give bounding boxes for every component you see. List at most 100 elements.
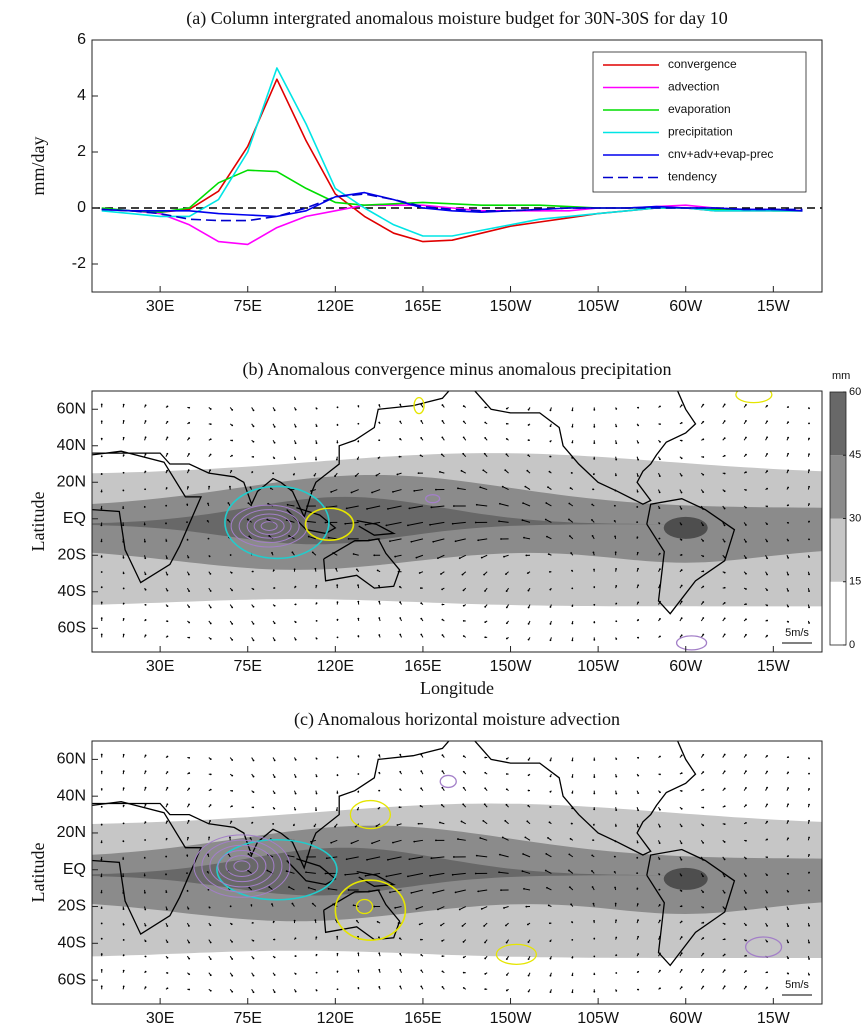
wind-head xyxy=(570,552,573,554)
wind-head xyxy=(745,618,747,621)
wind-head xyxy=(766,924,769,927)
wind-head xyxy=(187,469,190,472)
wind-head xyxy=(209,804,212,806)
wind-vector xyxy=(459,554,466,559)
wind-head xyxy=(122,540,125,543)
wind-head xyxy=(290,488,292,491)
wind-head xyxy=(144,634,147,637)
wind-head xyxy=(122,858,125,860)
wind-head xyxy=(637,584,640,587)
wind-vector xyxy=(525,836,531,841)
wind-head xyxy=(547,836,549,839)
wind-head xyxy=(808,924,810,927)
wind-head xyxy=(420,437,423,439)
wind-head xyxy=(144,803,147,806)
shading xyxy=(663,867,708,890)
wind-head xyxy=(252,440,255,443)
wind-head xyxy=(376,569,379,572)
wind-head xyxy=(188,787,191,790)
wind-vector xyxy=(416,906,424,910)
wind-head xyxy=(702,806,705,809)
wind-head xyxy=(505,422,508,425)
y-tick-label: 20N xyxy=(57,824,86,841)
wind-head xyxy=(315,809,317,812)
wind-head xyxy=(389,540,391,543)
wind-head xyxy=(766,891,768,894)
wind-head xyxy=(357,935,359,938)
wind-head xyxy=(766,634,769,637)
wind-head xyxy=(266,518,269,521)
wind-head xyxy=(503,907,505,909)
wind-head xyxy=(549,606,552,608)
wind-head xyxy=(571,605,574,607)
wind-head xyxy=(100,507,103,510)
wind-head xyxy=(723,953,726,956)
wind-vector xyxy=(459,906,466,910)
wind-vector xyxy=(499,854,509,858)
wind-head xyxy=(505,622,508,625)
wind-head xyxy=(417,472,420,475)
wind-vector xyxy=(386,872,402,877)
wind-head xyxy=(568,869,570,872)
legend-label: convergence xyxy=(668,57,737,71)
wind-head xyxy=(188,772,191,774)
wind-head xyxy=(702,985,705,988)
coastline xyxy=(473,741,697,856)
wind-head xyxy=(766,619,769,622)
wind-head xyxy=(723,823,726,826)
wind-head xyxy=(766,404,769,407)
wind-head xyxy=(143,523,146,526)
wind-head xyxy=(723,556,726,559)
wind-head xyxy=(637,441,640,444)
y-tick-label: EQ xyxy=(63,510,86,527)
wind-head xyxy=(273,639,276,642)
wind-head xyxy=(100,601,103,604)
wind-head xyxy=(593,408,596,411)
wind-head xyxy=(723,841,726,843)
wind-head xyxy=(766,470,769,472)
wind-head xyxy=(100,823,103,826)
wind-head xyxy=(787,421,790,424)
wind-head xyxy=(454,540,457,543)
wind-head xyxy=(787,890,790,893)
wind-head xyxy=(100,571,103,573)
wind-head xyxy=(525,554,528,557)
wind-head xyxy=(441,786,444,789)
wind-head xyxy=(702,438,705,441)
wind-head xyxy=(477,890,480,893)
wind-head xyxy=(593,586,596,588)
wind-vector xyxy=(452,872,466,876)
wind-head xyxy=(336,988,339,991)
wind-head xyxy=(680,523,683,526)
wind-head xyxy=(209,469,212,472)
wind-head xyxy=(188,621,191,624)
wind-head xyxy=(524,836,527,839)
wind-head xyxy=(527,424,530,426)
wind-head xyxy=(230,820,233,823)
wind-head xyxy=(808,772,810,775)
wind-head xyxy=(659,584,661,587)
wind-vector xyxy=(328,537,338,540)
wind-head xyxy=(549,806,552,808)
wind-head xyxy=(143,856,146,859)
wind-head xyxy=(252,791,255,794)
wind-head xyxy=(808,453,810,455)
wind-head xyxy=(100,805,103,808)
wind-head xyxy=(505,757,508,760)
x-tick-label: 30E xyxy=(146,1010,174,1027)
wind-head xyxy=(484,636,487,639)
coastline xyxy=(92,391,450,519)
wind-head xyxy=(504,819,507,822)
wind-head xyxy=(787,957,790,960)
wind-head xyxy=(503,555,505,558)
wind-head xyxy=(122,419,125,422)
wind-head xyxy=(100,555,103,558)
wind-head xyxy=(505,773,508,775)
wind-head xyxy=(615,989,618,992)
wind-head xyxy=(549,425,552,427)
wind-head xyxy=(637,619,640,621)
wind-head xyxy=(144,940,147,943)
wind-head xyxy=(637,970,640,973)
wind-head xyxy=(432,540,435,543)
wind-head xyxy=(122,403,125,406)
